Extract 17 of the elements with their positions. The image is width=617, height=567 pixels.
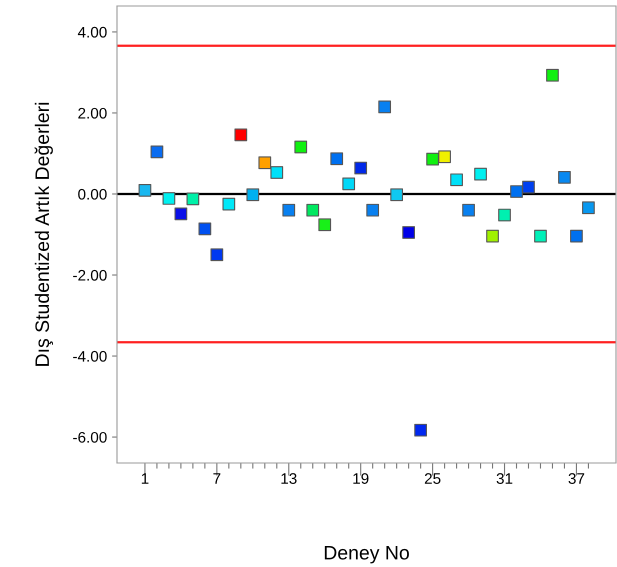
x-tick-label: 19 — [353, 473, 368, 484]
y-tick-label: -2.00 — [73, 270, 107, 281]
x-tick-label: 31 — [496, 473, 512, 484]
y-tick-label: 0.00 — [78, 188, 107, 200]
y-tick-label: -4.00 — [73, 350, 107, 362]
y-axis-title: Dış Studentized Artık Değerleri — [34, 102, 54, 366]
x-axis-title: Deney No — [324, 546, 409, 564]
x-tick-label: 7 — [213, 473, 220, 484]
y-tick-label: -6.00 — [73, 432, 107, 443]
x-tick-label: 25 — [424, 473, 440, 484]
point — [510, 185, 523, 198]
x-tick-label: 37 — [568, 473, 584, 484]
point — [498, 208, 511, 222]
x-tick-label: 1 — [142, 473, 148, 484]
y-tick-label: 2.00 — [78, 108, 107, 119]
x-tick-label: 13 — [281, 473, 297, 484]
y-tick-label: 4.00 — [78, 26, 107, 38]
